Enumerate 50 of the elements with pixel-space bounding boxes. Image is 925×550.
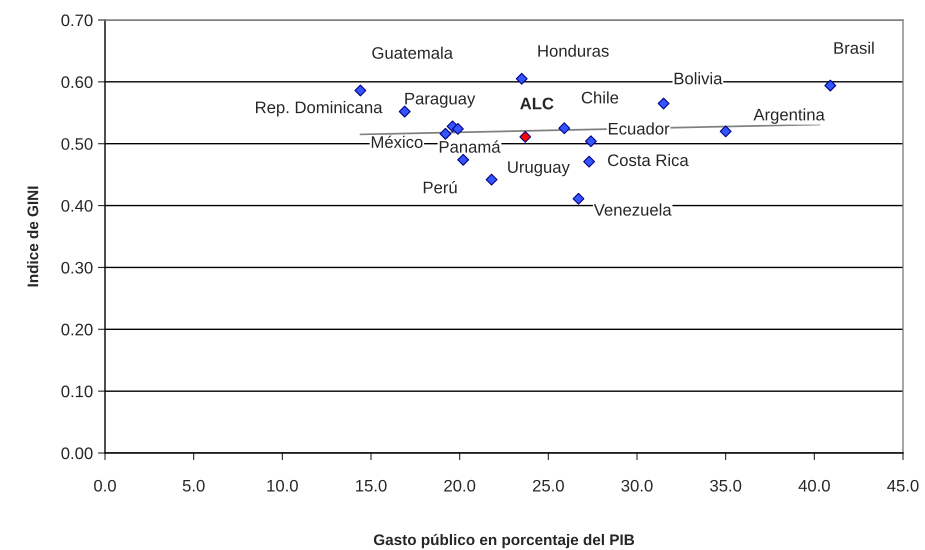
x-tick-label: 15.0 <box>356 480 387 492</box>
annotation: Perú <box>424 181 457 194</box>
point <box>720 125 732 138</box>
point <box>584 135 597 148</box>
y-tick-label: 0.30 <box>61 262 93 274</box>
annotation: Guatemala <box>372 46 453 59</box>
x-tick-label: 35.0 <box>710 480 742 492</box>
point <box>519 130 532 143</box>
point <box>486 174 498 186</box>
x-tick-label: 0.0 <box>94 480 116 492</box>
annotation: Venezuela <box>594 204 672 216</box>
annotation: Brasil <box>834 42 874 54</box>
point <box>516 72 528 85</box>
x-tick-label: 20.0 <box>444 480 476 492</box>
y-tick-label: 0.20 <box>61 324 93 336</box>
annotation: Rep. Dominicana <box>256 101 382 117</box>
point <box>658 98 670 110</box>
annotation: Uruguay <box>508 161 570 176</box>
annotation: México <box>372 136 423 148</box>
y-tick-label: 0.70 <box>61 14 93 26</box>
point <box>440 128 452 140</box>
point <box>583 156 596 168</box>
point <box>457 154 470 166</box>
y-tick-label: 0.10 <box>61 386 93 398</box>
annotation: Argentina <box>753 108 825 124</box>
x-tick-label: 25.0 <box>532 480 564 492</box>
y-tick-label: 0.60 <box>61 76 93 88</box>
x-tick-label: 40.0 <box>798 480 830 492</box>
x-tick-label: 10.0 <box>267 480 298 492</box>
point <box>824 80 836 92</box>
annotation: Paraguay <box>405 92 476 108</box>
point <box>452 122 464 135</box>
x-tick-label: 45.0 <box>887 480 919 492</box>
annotation: Panamá <box>440 140 501 153</box>
point <box>572 192 584 205</box>
series-label: ALC <box>520 98 554 110</box>
x-axis-title: Gasto público en porcentaje del PIB <box>374 534 634 548</box>
point <box>354 84 366 96</box>
x-tick-label: 5.0 <box>182 480 205 492</box>
annotation: Costa Rica <box>608 154 689 166</box>
y-axis-title: Indice de GINI <box>27 186 38 286</box>
y-tick-label: 0.00 <box>61 447 93 460</box>
y-tick-label: 0.50 <box>61 138 93 150</box>
x-tick-label: 30.0 <box>621 480 653 492</box>
annotation: Bolivia <box>674 72 722 84</box>
annotation: Ecuador <box>608 122 670 135</box>
annotation: Chile <box>582 91 618 104</box>
point <box>558 122 570 134</box>
annotation: Honduras <box>538 44 609 57</box>
y-tick-label: 0.40 <box>61 200 93 212</box>
